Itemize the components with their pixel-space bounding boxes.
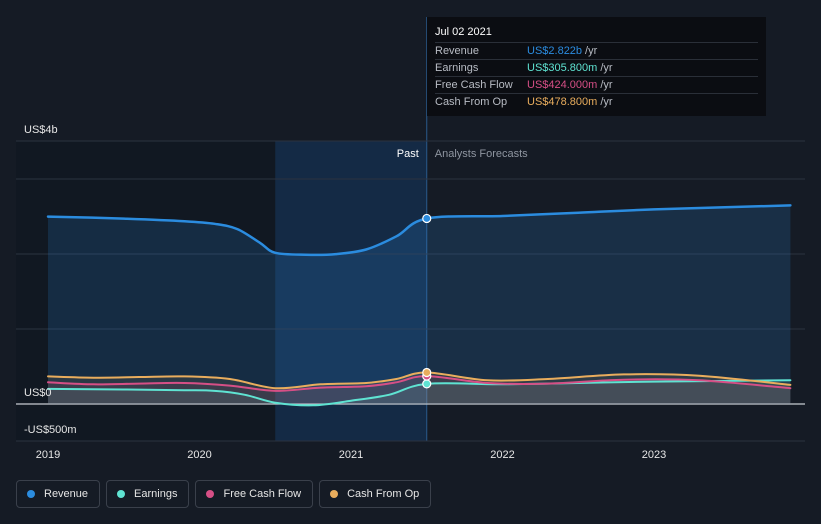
tooltip-row-value: US$2.822b [527,45,583,57]
x-tick-label: 2022 [490,449,514,461]
tooltip-row-unit: /yr [585,45,598,57]
forecast-region [426,141,805,441]
y-axis-label: US$0 [24,387,52,399]
tooltip-row-name: Earnings [435,62,479,74]
tooltip-row-unit: /yr [600,79,613,91]
x-tick-label: 2020 [187,449,211,461]
tooltip-row-unit: /yr [600,96,613,108]
tooltip-row-value: US$305.800m [527,62,598,74]
legend: Revenue Earnings Free Cash Flow Cash From O… [16,480,432,508]
legend-dot-icon [330,490,339,498]
tooltip: Jul 02 2021 Revenue US$2.822b/yr Earnings U… [427,17,766,116]
legend-label: Revenue [44,488,89,500]
x-tick-label: 2021 [339,449,363,461]
earnings-marker [422,379,432,389]
past-label: Past [397,148,419,160]
tooltip-row-value: US$424.000m [527,79,598,91]
tooltip-row: Free Cash Flow US$424.000m/yr [435,76,758,93]
earnings-area [48,380,791,406]
revenue-line [46,204,792,257]
earnings-line [47,379,792,407]
legend-dot-icon [117,490,126,498]
x-tick-label: 2023 [642,449,666,461]
tooltip-row-value: US$478.800m [527,96,598,108]
tooltip-row-unit: /yr [600,62,613,74]
y-axis-label: -US$500m [24,424,77,436]
legend-label: Cash From Op [347,488,420,500]
gridlines [16,140,805,442]
legend-dot-icon [27,490,35,498]
series-lines [46,204,792,407]
cash-from-op-line [47,371,792,390]
tooltip-row: Cash From Op US$478.800m/yr [435,93,758,110]
legend-label: Earnings [134,488,178,500]
y-axis-label: US$4b [24,124,58,136]
tooltip-date: Jul 02 2021 [435,26,492,38]
legend-item-cash-from-op[interactable]: Cash From Op [319,480,432,508]
x-tick-label: 2019 [36,449,60,461]
forecast-label: Analysts Forecasts [435,148,528,160]
legend-item-free-cash-flow[interactable]: Free Cash Flow [195,480,314,508]
free-cash-flow-line [47,375,792,392]
revenue-area [48,205,791,404]
tooltip-row: Earnings US$305.800m/yr [435,59,758,76]
tooltip-row-name: Free Cash Flow [435,79,513,91]
tooltip-row-name: Revenue [435,45,480,57]
tooltip-row: Revenue US$2.822b/yr [435,42,758,59]
legend-item-earnings[interactable]: Earnings [106,480,190,508]
axis-labels: US$4b US$0 -US$500m 2019 2020 2021 2022 2023 Pas… [24,124,666,461]
chart-background [16,17,805,441]
revenue-marker [422,213,432,224]
legend-dot-icon [206,490,215,498]
legend-item-revenue[interactable]: Revenue [16,480,101,508]
cash-from-op-marker [422,367,432,378]
tooltip-row-name: Cash From Op [435,96,508,108]
legend-label: Free Cash Flow [223,488,302,500]
hover-markers [422,213,432,389]
